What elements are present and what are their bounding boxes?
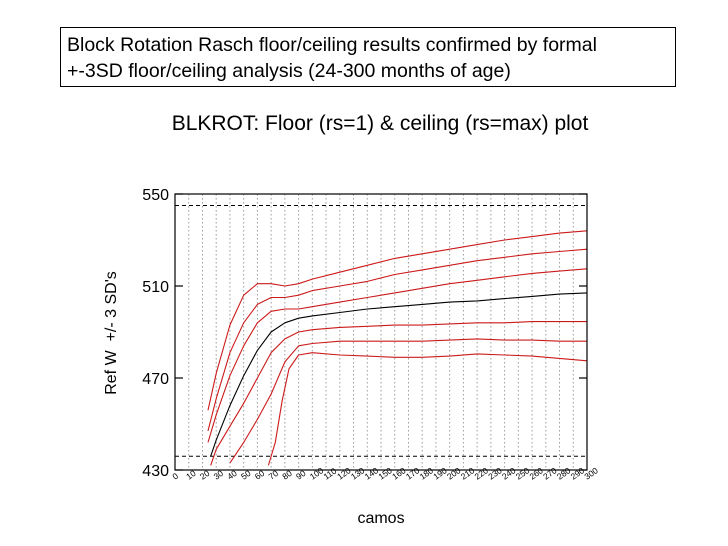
- series-line-2: [207, 248, 588, 432]
- series-line-1: [207, 230, 588, 411]
- x-tick-label-300: 300: [582, 465, 600, 481]
- caption-line-1: Block Rotation Rasch floor/ceiling resul…: [67, 34, 597, 56]
- y-axis-label: Ref W +/- 3 SD's: [103, 271, 120, 395]
- plot-frame: [174, 193, 588, 471]
- y-tick-label-430: 430: [142, 463, 169, 480]
- x-tick-label-0: 0: [170, 471, 180, 482]
- caption-box: Block Rotation Rasch floor/ceiling resul…: [60, 27, 676, 87]
- series-line-6: [229, 338, 587, 464]
- caption-line-2: +-3SD floor/ceiling analysis (24-300 mon…: [67, 60, 511, 82]
- y-tick-label-510: 510: [142, 279, 169, 296]
- series-line-5: [210, 321, 587, 466]
- series-line-4: [210, 292, 588, 457]
- chart-title: BLKROT: Floor (rs=1) & ceiling (rs=max) …: [171, 112, 589, 135]
- y-tick-label-470: 470: [142, 371, 169, 388]
- series-line-7: [267, 352, 588, 466]
- x-axis-label: camos: [357, 510, 404, 527]
- series-line-3: [207, 268, 588, 443]
- y-tick-label-550: 550: [142, 187, 169, 204]
